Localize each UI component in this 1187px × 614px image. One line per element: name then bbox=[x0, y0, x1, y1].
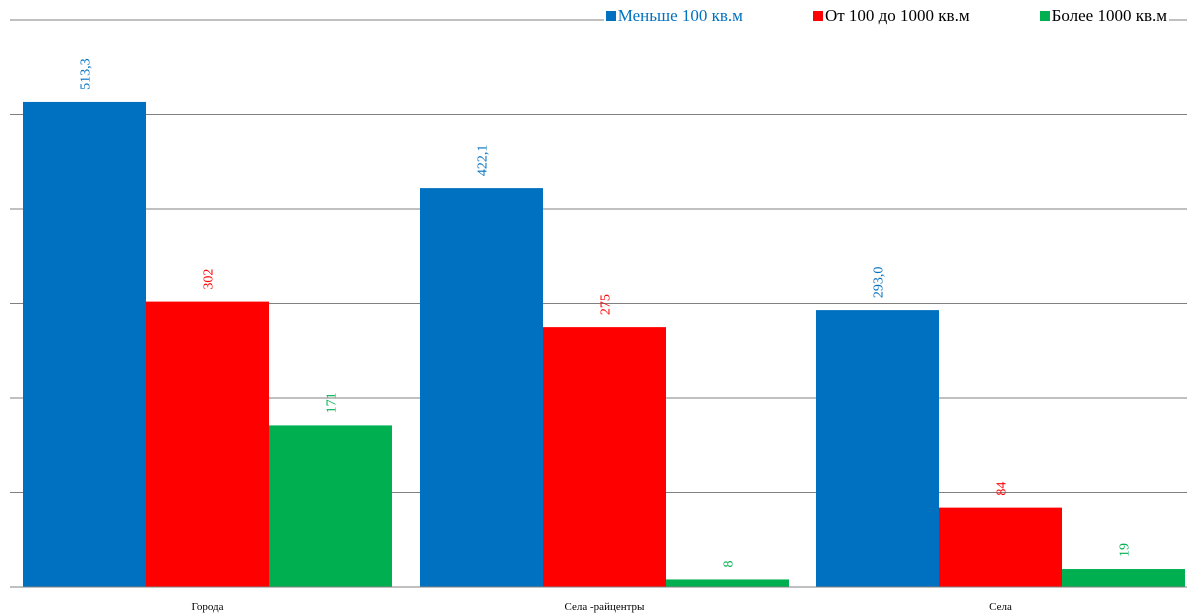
bar bbox=[146, 301, 269, 587]
legend-label: Меньше 100 кв.м bbox=[617, 6, 743, 25]
bar bbox=[420, 188, 543, 588]
x-tick-label: Села -райцентры bbox=[565, 601, 646, 613]
bar bbox=[939, 507, 1062, 587]
data-label: 275 bbox=[599, 294, 614, 315]
legend: Меньше 100 кв.м От 100 до 1000 кв.м Боле… bbox=[603, 6, 1169, 26]
bar bbox=[816, 310, 939, 587]
bar bbox=[543, 327, 666, 587]
legend-label: От 100 до 1000 кв.м bbox=[824, 6, 970, 25]
data-label: 302 bbox=[202, 269, 217, 290]
data-label: 293,0 bbox=[872, 267, 887, 299]
x-tick-label: Села bbox=[989, 601, 1012, 613]
legend-item-series-2: От 100 до 1000 кв.м bbox=[812, 6, 970, 26]
data-label: 171 bbox=[325, 392, 340, 413]
legend-swatch bbox=[605, 11, 616, 21]
legend-item-series-1: Меньше 100 кв.м bbox=[605, 6, 743, 26]
data-label: 422,1 bbox=[476, 145, 491, 177]
data-label: 84 bbox=[995, 482, 1010, 496]
bar bbox=[269, 425, 392, 587]
x-axis-tick-labels: Города Села -райцентры Села bbox=[191, 601, 1012, 613]
bars bbox=[23, 101, 1185, 588]
data-label: 19 bbox=[1118, 543, 1133, 557]
data-label: 513,3 bbox=[79, 58, 94, 90]
data-labels: 513,3 302 171 422,1 275 8 293,0 84 19 bbox=[79, 58, 1133, 567]
legend-item-series-3: Более 1000 кв.м bbox=[1039, 6, 1167, 26]
bar bbox=[1062, 569, 1185, 587]
legend-label: Более 1000 кв.м bbox=[1051, 6, 1167, 25]
legend-swatch bbox=[812, 11, 823, 21]
bar bbox=[666, 579, 789, 587]
data-label: 8 bbox=[722, 560, 737, 567]
legend-swatch bbox=[1039, 11, 1050, 21]
x-tick-label: Города bbox=[191, 601, 223, 613]
bar bbox=[23, 101, 146, 587]
